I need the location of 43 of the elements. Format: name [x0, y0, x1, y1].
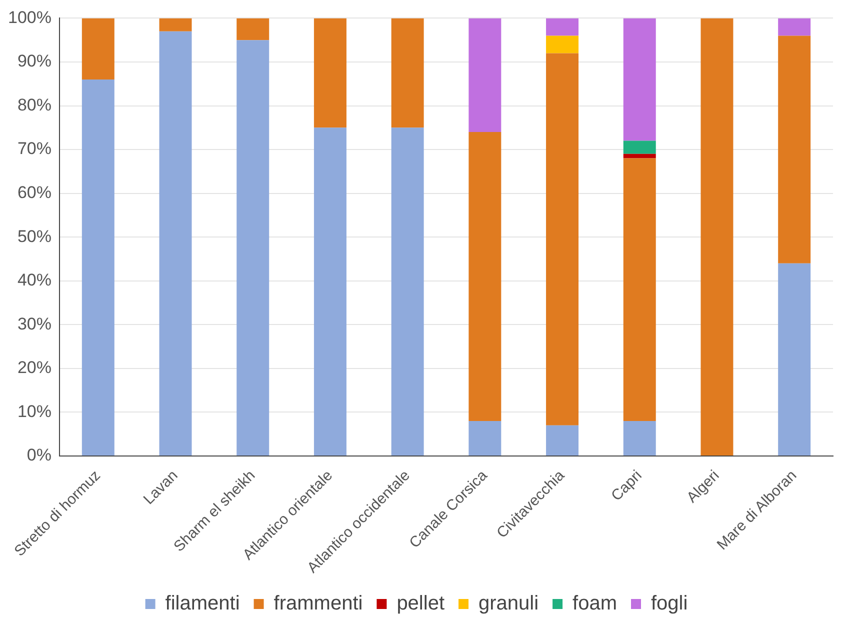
y-tick-label: 10%	[17, 402, 52, 421]
y-tick-label: 0%	[26, 446, 52, 465]
bar	[623, 420, 656, 456]
bar	[236, 40, 270, 456]
bar	[468, 18, 502, 132]
bar	[159, 18, 192, 32]
bar	[623, 140, 656, 154]
y-tick-label: 40%	[17, 270, 52, 290]
bar	[546, 36, 579, 54]
legend-label: granuli	[478, 592, 539, 615]
bar	[314, 128, 346, 456]
legend-label: frammenti	[274, 592, 363, 615]
bar	[468, 420, 502, 456]
bar	[778, 36, 811, 264]
y-tick-label: 50%	[17, 226, 52, 246]
y-tick-label: 80%	[17, 95, 52, 114]
bar	[391, 128, 424, 456]
bar	[623, 18, 656, 141]
bar	[623, 158, 656, 421]
bar	[82, 79, 114, 456]
y-tick-label: 20%	[17, 358, 52, 378]
y-tick-label: 30%	[17, 314, 52, 334]
bar	[236, 18, 270, 40]
bar	[778, 263, 811, 456]
y-tick-label: 100%	[8, 8, 52, 27]
bar	[314, 18, 346, 128]
bar	[391, 18, 424, 128]
y-tick-label: 70%	[17, 139, 52, 158]
legend-label: filamenti	[165, 592, 240, 615]
bar	[546, 425, 579, 456]
bar	[82, 18, 114, 80]
bar	[546, 18, 579, 36]
bar	[159, 31, 192, 456]
bar	[546, 53, 579, 426]
bar	[700, 18, 734, 456]
bar	[778, 18, 811, 36]
legend-label: pellet	[396, 592, 445, 615]
legend-label: fogli	[651, 592, 688, 615]
bar	[623, 154, 656, 158]
y-tick-label: 90%	[17, 52, 52, 71]
y-tick-label: 60%	[17, 183, 52, 202]
bar	[468, 132, 502, 421]
legend-label: foam	[572, 592, 618, 615]
